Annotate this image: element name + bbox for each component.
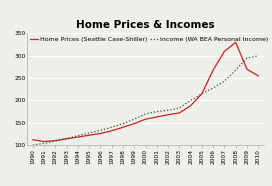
Home Prices (Seattle Case-Shiller): [189, 105, 192, 107]
Income (WA BEA Personal Income): [144, 113, 147, 115]
Income (WA BEA Personal Income): [189, 99, 192, 102]
Home Prices (Seattle Case-Shiller): [245, 68, 249, 70]
Line: Home Prices (Seattle Case-Shiller): Home Prices (Seattle Case-Shiller): [33, 42, 258, 142]
Income (WA BEA Personal Income): [65, 137, 68, 140]
Home Prices (Seattle Case-Shiller): [155, 116, 158, 118]
Income (WA BEA Personal Income): [166, 109, 170, 111]
Income (WA BEA Personal Income): [31, 144, 35, 146]
Income (WA BEA Personal Income): [212, 87, 215, 89]
Income (WA BEA Personal Income): [121, 123, 125, 125]
Home Prices (Seattle Case-Shiller): [65, 138, 68, 140]
Home Prices (Seattle Case-Shiller): [133, 123, 136, 125]
Home Prices (Seattle Case-Shiller): [223, 50, 226, 52]
Income (WA BEA Personal Income): [200, 93, 203, 95]
Income (WA BEA Personal Income): [245, 57, 249, 59]
Income (WA BEA Personal Income): [256, 55, 260, 57]
Home Prices (Seattle Case-Shiller): [31, 139, 35, 141]
Income (WA BEA Personal Income): [54, 140, 57, 142]
Income (WA BEA Personal Income): [99, 129, 102, 132]
Home Prices (Seattle Case-Shiller): [144, 118, 147, 120]
Home Prices (Seattle Case-Shiller): [200, 93, 203, 95]
Income (WA BEA Personal Income): [133, 118, 136, 120]
Home Prices (Seattle Case-Shiller): [256, 75, 260, 77]
Home Prices (Seattle Case-Shiller): [234, 41, 237, 44]
Home Prices (Seattle Case-Shiller): [76, 136, 79, 138]
Home Prices (Seattle Case-Shiller): [110, 130, 113, 132]
Home Prices (Seattle Case-Shiller): [166, 114, 170, 116]
Income (WA BEA Personal Income): [110, 126, 113, 128]
Income (WA BEA Personal Income): [223, 80, 226, 82]
Home Prices (Seattle Case-Shiller): [88, 134, 91, 136]
Legend: Home Prices (Seattle Case-Shiller), Income (WA BEA Personal Income): Home Prices (Seattle Case-Shiller), Inco…: [30, 37, 268, 42]
Line: Income (WA BEA Personal Income): Income (WA BEA Personal Income): [33, 56, 258, 145]
Income (WA BEA Personal Income): [155, 110, 158, 113]
Income (WA BEA Personal Income): [42, 142, 46, 144]
Title: Home Prices & Incomes: Home Prices & Incomes: [76, 20, 215, 30]
Income (WA BEA Personal Income): [178, 107, 181, 109]
Home Prices (Seattle Case-Shiller): [212, 69, 215, 71]
Income (WA BEA Personal Income): [234, 69, 237, 71]
Home Prices (Seattle Case-Shiller): [121, 126, 125, 128]
Home Prices (Seattle Case-Shiller): [99, 132, 102, 135]
Home Prices (Seattle Case-Shiller): [54, 140, 57, 142]
Home Prices (Seattle Case-Shiller): [42, 140, 46, 143]
Income (WA BEA Personal Income): [76, 135, 79, 137]
Income (WA BEA Personal Income): [88, 132, 91, 134]
Home Prices (Seattle Case-Shiller): [178, 112, 181, 114]
